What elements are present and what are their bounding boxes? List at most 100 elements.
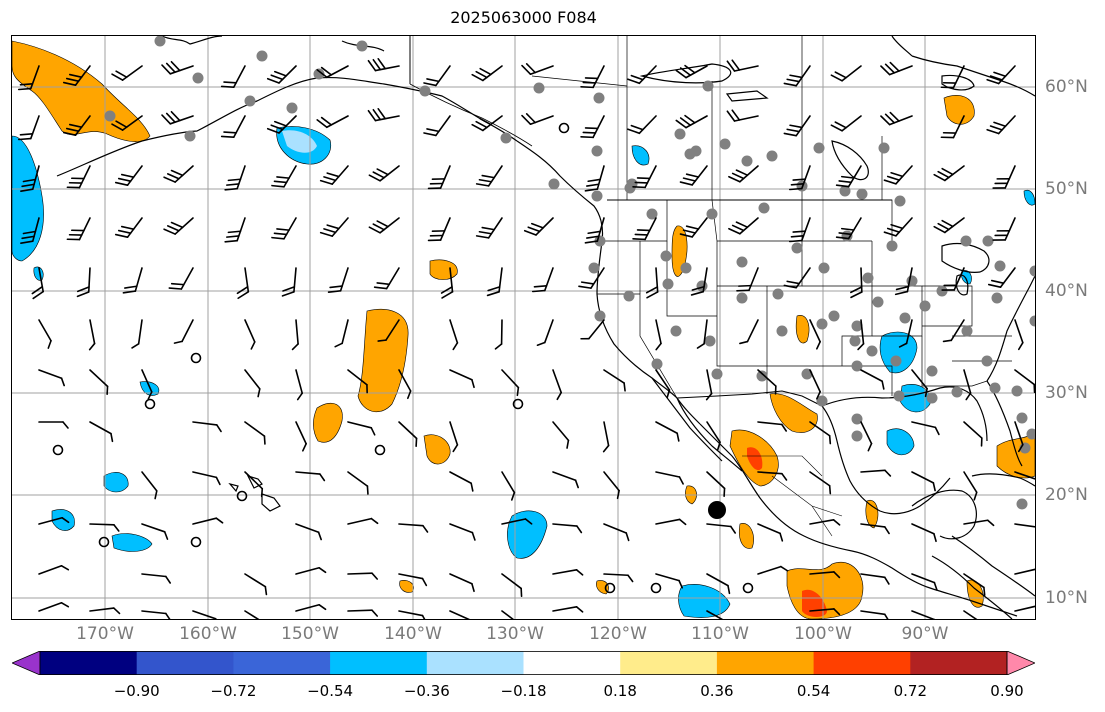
station-dot-icon — [704, 335, 716, 347]
wind-barb-icon — [603, 369, 626, 392]
colorbar-segment — [233, 651, 331, 675]
wind-barb-icon — [809, 519, 841, 526]
coastline — [941, 242, 990, 273]
station-dot-icon — [851, 320, 863, 332]
wind-barb-icon — [449, 421, 459, 453]
station-dot-icon — [719, 138, 731, 150]
wind-barb-icon — [757, 565, 789, 575]
wind-barb-icon — [38, 516, 70, 525]
wind-barb-icon — [141, 471, 158, 500]
negative-region — [886, 428, 915, 456]
wind-barb-icon — [271, 217, 297, 240]
lon-tick-label: 170°W — [76, 624, 134, 644]
wind-barb-icon — [449, 610, 473, 619]
coastline — [161, 36, 223, 45]
colorbar-segment — [40, 651, 138, 675]
station-dot-icon — [772, 288, 784, 300]
wind-barb-icon — [788, 217, 811, 243]
calm-circle-icon — [190, 536, 202, 548]
wind-barb-icon — [933, 217, 965, 234]
coastline — [831, 140, 869, 181]
negative-region — [631, 145, 650, 166]
wind-barb-icon — [883, 217, 913, 237]
wind-barb-icon — [347, 609, 378, 617]
colorbar-segment — [620, 651, 718, 675]
calm-circle-icon — [374, 444, 386, 456]
wind-barb-icon — [475, 217, 503, 239]
wind-barb-icon — [295, 471, 326, 482]
station-dot-icon — [1029, 315, 1035, 327]
station-dot-icon — [816, 318, 828, 330]
wind-barb-icon — [963, 421, 983, 447]
station-dot-icon — [670, 325, 682, 337]
colorbar-tick-label: 0.36 — [700, 682, 734, 700]
positive-region — [399, 580, 414, 593]
station-dot-icon — [184, 130, 196, 142]
wind-barb-icon — [940, 115, 965, 139]
wind-barb-icon — [992, 217, 1016, 241]
wind-barb-icon — [552, 606, 584, 613]
station-dot-icon — [626, 178, 638, 190]
station-dot-icon — [886, 240, 898, 252]
wind-barb-icon — [690, 267, 708, 296]
station-dot-icon — [862, 272, 874, 284]
coastline — [699, 423, 1018, 617]
wind-barb-icon — [449, 471, 474, 492]
wind-barb-icon — [521, 63, 554, 76]
station-dot-icon — [741, 155, 753, 167]
wind-barb-icon — [696, 319, 708, 349]
wind-barb-icon — [449, 523, 476, 541]
wind-barb-icon — [89, 369, 109, 395]
wind-barb-icon — [141, 523, 169, 540]
wind-barb-icon — [627, 65, 657, 85]
coastline — [911, 55, 1035, 97]
station-dot-icon — [890, 355, 902, 367]
station-dot-icon — [702, 80, 714, 92]
coastline — [911, 489, 977, 540]
wind-barb-icon — [501, 610, 522, 619]
calm-circle-icon — [650, 582, 662, 594]
station-dot-icon — [1026, 428, 1035, 440]
negative-region — [507, 510, 548, 559]
station-dot-icon — [533, 82, 545, 94]
colorbar-tick-label: 0.18 — [603, 682, 637, 700]
wind-barb-icon — [860, 469, 892, 477]
station-dot-icon — [981, 355, 993, 367]
wind-barb-icon — [706, 471, 726, 497]
coastline — [261, 493, 281, 512]
map-panel[interactable] — [11, 35, 1036, 620]
lon-tick-label: 140°W — [384, 624, 442, 644]
wind-barb-icon — [1014, 421, 1024, 453]
colorbar-extend-high — [1006, 651, 1035, 675]
wind-barb-icon — [423, 115, 451, 137]
wind-barb-icon — [911, 471, 936, 492]
wind-barb-icon — [224, 217, 246, 243]
station-dot-icon — [192, 72, 204, 84]
station-dot-icon — [851, 360, 863, 372]
wind-barb-icon — [377, 319, 400, 342]
wind-barb-icon — [603, 471, 620, 500]
station-dot-icon — [894, 195, 906, 207]
coastline — [821, 405, 951, 515]
wind-barb-icon — [111, 65, 143, 81]
station-dot-icon — [776, 325, 788, 337]
wind-barb-icon — [705, 369, 713, 401]
wind-barb-icon — [830, 115, 862, 132]
calm-circle-icon — [604, 582, 616, 594]
wind-barb-icon — [423, 65, 451, 87]
station-dot-icon — [899, 312, 911, 324]
colorbar-frame — [39, 651, 1008, 675]
wind-barb-icon — [911, 369, 928, 398]
storm-center-icon[interactable] — [708, 501, 726, 519]
positive-region — [12, 40, 151, 142]
colorbar-tick-label: 0.54 — [796, 682, 831, 700]
station-dot-icon — [960, 235, 972, 247]
colorbar-tick-label: −0.90 — [113, 682, 160, 700]
wind-barb-icon — [131, 319, 143, 349]
station-dot-icon — [818, 262, 830, 274]
wind-barb-icon — [531, 267, 554, 293]
wind-barb-icon — [316, 65, 349, 79]
station-dot-icon — [646, 208, 658, 220]
wind-barb-icon — [266, 65, 297, 84]
lon-tick-label: 100°W — [794, 624, 852, 644]
